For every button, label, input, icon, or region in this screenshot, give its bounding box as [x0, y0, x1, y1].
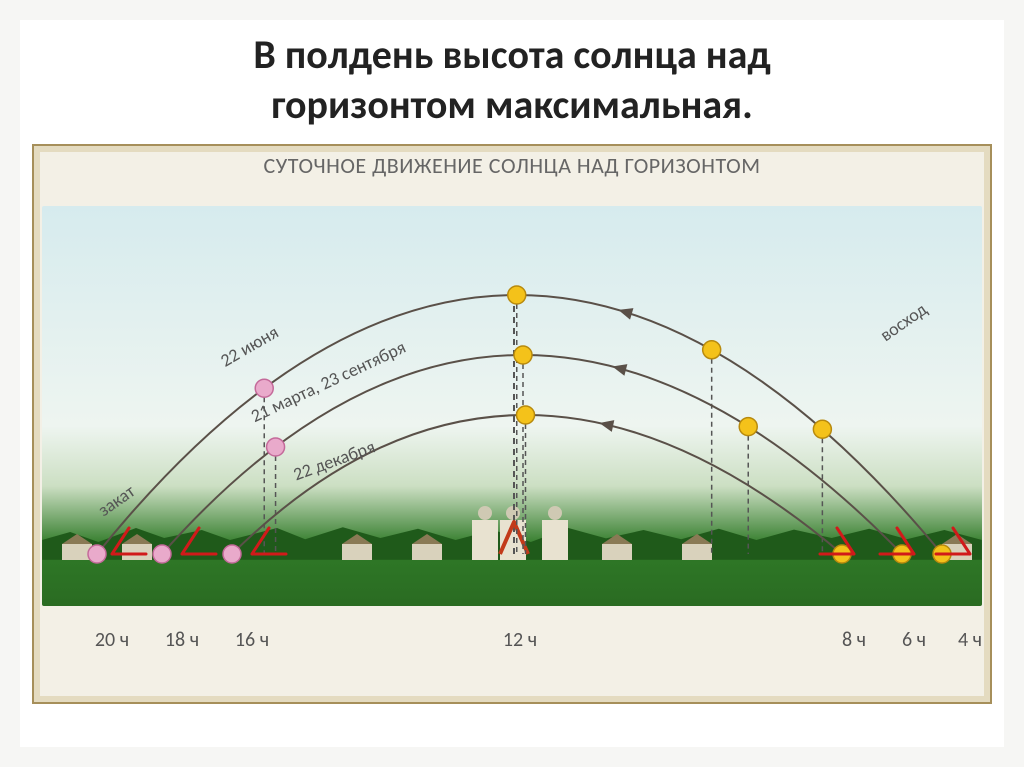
- time-tick: 20 ч: [95, 628, 129, 652]
- page-title: В полдень высота солнца над горизонтом м…: [40, 30, 984, 130]
- time-ticks-row: 20 ч 18 ч 16 ч 12 ч 8 ч 6 ч 4 ч: [42, 612, 982, 652]
- time-tick: 4 ч: [958, 628, 982, 652]
- title-line1: В полдень высота солнца над: [40, 30, 984, 80]
- time-tick: 6 ч: [902, 628, 926, 652]
- treeline-decor: [42, 520, 982, 560]
- diagram-frame: СУТОЧНОЕ ДВИЖЕНИЕ СОЛНЦА НАД ГОРИЗОНТОМ …: [32, 144, 992, 704]
- title-line2: горизонтом максимальная.: [40, 80, 984, 130]
- time-tick: 12 ч: [503, 628, 537, 652]
- figure-subtitle: СУТОЧНОЕ ДВИЖЕНИЕ СОЛНЦА НАД ГОРИЗОНТОМ: [34, 152, 990, 179]
- sky-ground-scene: [42, 206, 982, 606]
- slide-page: В полдень высота солнца над горизонтом м…: [0, 0, 1024, 767]
- time-tick: 18 ч: [165, 628, 199, 652]
- time-tick: 8 ч: [842, 628, 866, 652]
- time-tick: 16 ч: [235, 628, 269, 652]
